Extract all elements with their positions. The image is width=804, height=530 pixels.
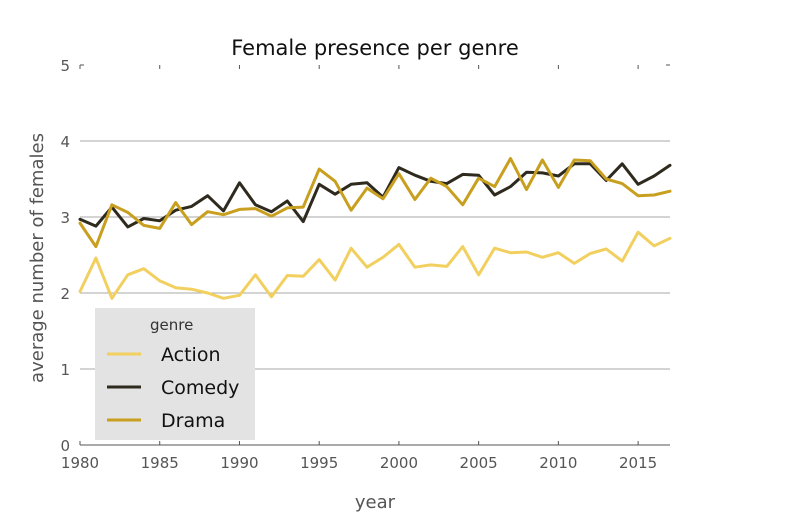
chart-title: Female presence per genre xyxy=(231,36,519,60)
legend-items: Action Comedy Drama xyxy=(107,344,239,432)
legend-label-drama: Drama xyxy=(161,410,225,432)
legend-label-action: Action xyxy=(161,344,221,366)
legend-label-comedy: Comedy xyxy=(161,377,239,399)
y-tick-label: 3 xyxy=(60,209,70,227)
x-tick-label: 2015 xyxy=(619,454,657,472)
legend-box xyxy=(95,308,255,440)
x-tick-label: 1980 xyxy=(61,454,99,472)
legend: genre Action Comedy Drama xyxy=(95,308,255,440)
y-tick-label: 0 xyxy=(60,437,70,455)
gridlines xyxy=(80,140,670,370)
y-axis-label: average number of females xyxy=(27,133,48,383)
series-line-drama xyxy=(78,157,672,249)
series-lines xyxy=(78,157,672,300)
y-tick-label: 4 xyxy=(60,133,70,151)
x-tick-label: 2005 xyxy=(460,454,498,472)
x-tick-label: 2000 xyxy=(380,454,418,472)
x-tick-label: 1995 xyxy=(300,454,338,472)
x-axis-label: year xyxy=(355,492,396,513)
series-line-action xyxy=(78,230,672,300)
y-tick-label: 5 xyxy=(60,57,70,75)
ticks: 0 1 2 3 4 5 1980 1985 1990 1995 2000 2005 2010 2015 xyxy=(60,57,670,472)
legend-title: genre xyxy=(150,316,193,334)
y-tick-label: 1 xyxy=(60,361,70,379)
x-tick-label: 1990 xyxy=(220,454,258,472)
x-tick-label: 2010 xyxy=(539,454,577,472)
x-tick-label: 1985 xyxy=(141,454,179,472)
y-tick-label: 2 xyxy=(60,285,70,303)
